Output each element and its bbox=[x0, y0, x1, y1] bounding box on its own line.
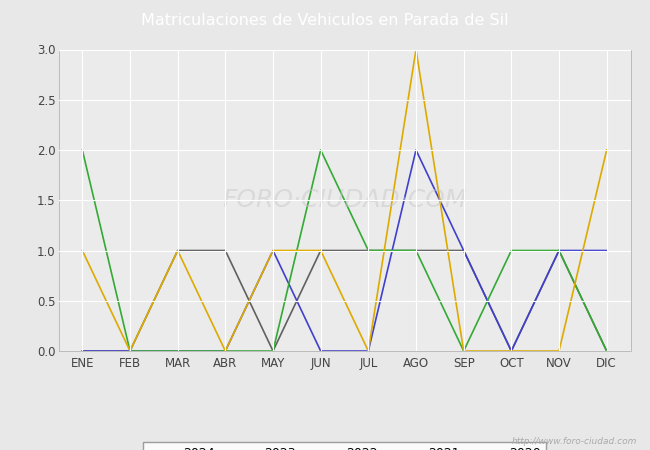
2023 bbox=[555, 248, 563, 253]
2020 bbox=[365, 348, 372, 354]
2022 bbox=[508, 348, 515, 354]
2023 bbox=[174, 248, 181, 253]
2021 bbox=[365, 248, 372, 253]
Line: 2021: 2021 bbox=[83, 150, 606, 351]
2023 bbox=[365, 248, 372, 253]
2020 bbox=[174, 248, 181, 253]
2022 bbox=[460, 248, 467, 253]
2020 bbox=[126, 348, 134, 354]
2021 bbox=[222, 348, 229, 354]
2022 bbox=[412, 147, 420, 153]
Text: Matriculaciones de Vehiculos en Parada de Sil: Matriculaciones de Vehiculos en Parada d… bbox=[141, 13, 509, 28]
2023 bbox=[269, 348, 277, 354]
2022 bbox=[317, 348, 324, 354]
2021 bbox=[79, 147, 86, 153]
Line: 2022: 2022 bbox=[83, 150, 606, 351]
Text: FORO·CIUDAD·COM: FORO·CIUDAD·COM bbox=[222, 188, 467, 212]
2022 bbox=[365, 348, 372, 354]
2021 bbox=[317, 147, 324, 153]
2021 bbox=[126, 348, 134, 354]
2021 bbox=[460, 348, 467, 354]
2020 bbox=[555, 348, 563, 354]
2022 bbox=[174, 348, 181, 354]
2021 bbox=[269, 348, 277, 354]
2021 bbox=[603, 348, 610, 354]
2023 bbox=[317, 248, 324, 253]
2023 bbox=[126, 348, 134, 354]
2023 bbox=[79, 348, 86, 354]
Text: http://www.foro-ciudad.com: http://www.foro-ciudad.com bbox=[512, 436, 637, 446]
2021 bbox=[412, 248, 420, 253]
2020 bbox=[222, 348, 229, 354]
2023 bbox=[603, 348, 610, 354]
2023 bbox=[508, 348, 515, 354]
2020 bbox=[460, 348, 467, 354]
2020 bbox=[317, 248, 324, 253]
Legend: 2024, 2023, 2022, 2021, 2020: 2024, 2023, 2022, 2021, 2020 bbox=[143, 442, 546, 450]
2021 bbox=[508, 248, 515, 253]
Line: 2020: 2020 bbox=[83, 50, 606, 351]
2020 bbox=[508, 348, 515, 354]
2021 bbox=[174, 348, 181, 354]
2020 bbox=[603, 147, 610, 153]
2022 bbox=[269, 248, 277, 253]
2023 bbox=[412, 248, 420, 253]
2020 bbox=[79, 248, 86, 253]
2022 bbox=[126, 348, 134, 354]
2020 bbox=[269, 248, 277, 253]
2022 bbox=[79, 348, 86, 354]
2022 bbox=[603, 248, 610, 253]
2022 bbox=[555, 248, 563, 253]
2023 bbox=[460, 248, 467, 253]
2020 bbox=[412, 47, 420, 52]
Line: 2023: 2023 bbox=[83, 251, 606, 351]
2022 bbox=[222, 348, 229, 354]
2021 bbox=[555, 248, 563, 253]
2023 bbox=[222, 248, 229, 253]
